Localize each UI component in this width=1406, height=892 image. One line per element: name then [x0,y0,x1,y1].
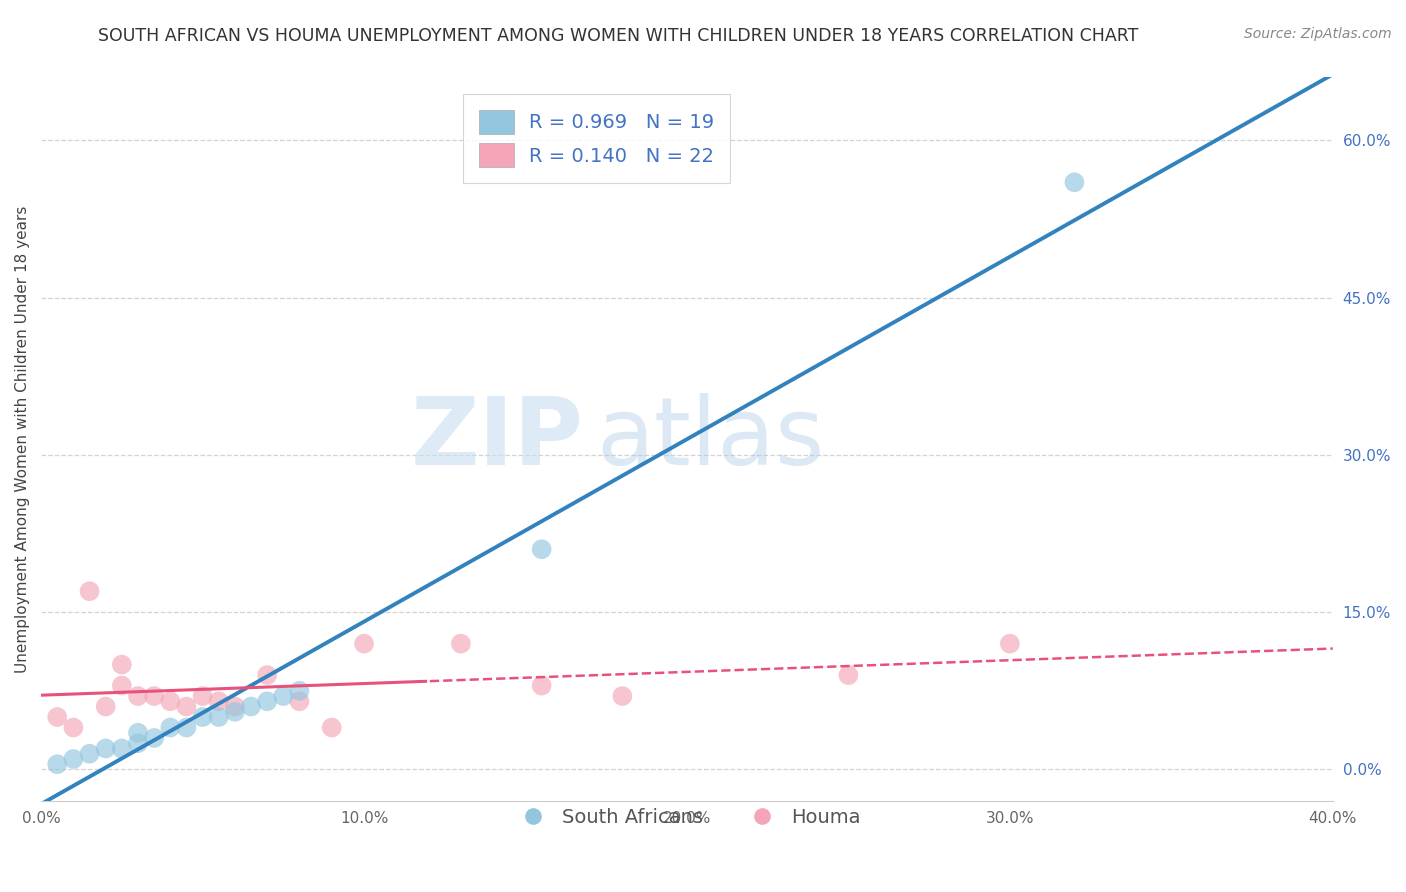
Point [127,736,149,750]
Point [208,694,231,708]
Point [111,741,134,756]
Text: ZIP: ZIP [411,393,583,485]
Point [176,699,198,714]
Point [271,689,294,703]
Text: atlas: atlas [596,393,825,485]
Point [530,679,553,693]
Point [111,679,134,693]
Point [159,721,181,735]
Point [998,637,1021,651]
Point [143,689,166,703]
Point [224,705,246,719]
Point [94,741,117,756]
Point [191,689,214,703]
Point [224,699,246,714]
Point [450,637,472,651]
Point [94,699,117,714]
Point [321,721,343,735]
Point [127,689,149,703]
Point [176,721,198,735]
Point [256,668,278,682]
Point [208,710,231,724]
Point [256,694,278,708]
Point [79,747,101,761]
Point [111,657,134,672]
Point [837,668,859,682]
Point [353,637,375,651]
Point [62,721,84,735]
Point [288,694,311,708]
Point [612,689,634,703]
Text: SOUTH AFRICAN VS HOUMA UNEMPLOYMENT AMONG WOMEN WITH CHILDREN UNDER 18 YEARS COR: SOUTH AFRICAN VS HOUMA UNEMPLOYMENT AMON… [98,27,1139,45]
Legend: South Africans, Houma: South Africans, Houma [506,800,868,835]
Point [143,731,166,745]
Point [62,752,84,766]
Text: Source: ZipAtlas.com: Source: ZipAtlas.com [1244,27,1392,41]
Point [46,757,69,772]
Point [1063,175,1085,189]
Point [46,710,69,724]
Point [79,584,101,599]
Point [530,542,553,557]
Point [159,694,181,708]
Point [288,683,311,698]
Y-axis label: Unemployment Among Women with Children Under 18 years: Unemployment Among Women with Children U… [15,205,30,673]
Point [240,699,263,714]
Point [191,710,214,724]
Point [127,725,149,739]
